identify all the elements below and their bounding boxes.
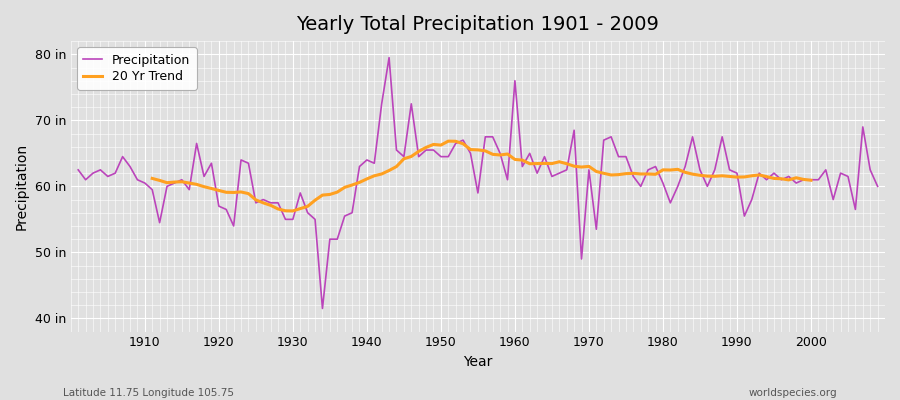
20 Yr Trend [791, 175, 802, 180]
Precipitation [346, 210, 357, 215]
20 Yr Trend [443, 139, 454, 144]
20 Yr Trend [236, 190, 247, 194]
Title: Yearly Total Precipitation 1901 - 2009: Yearly Total Precipitation 1901 - 2009 [296, 15, 660, 34]
20 Yr Trend [287, 208, 298, 213]
20 Yr Trend [724, 174, 735, 179]
Precipitation [872, 184, 883, 189]
Precipitation [517, 164, 527, 169]
Line: 20 Yr Trend: 20 Yr Trend [152, 141, 811, 211]
20 Yr Trend [620, 171, 631, 176]
Line: Precipitation: Precipitation [78, 58, 878, 308]
Precipitation [295, 190, 306, 195]
X-axis label: Year: Year [464, 355, 492, 369]
Precipitation [613, 154, 624, 159]
Y-axis label: Precipitation: Precipitation [15, 143, 29, 230]
20 Yr Trend [806, 178, 816, 183]
20 Yr Trend [147, 176, 158, 181]
Precipitation [317, 306, 328, 311]
Text: Latitude 11.75 Longitude 105.75: Latitude 11.75 Longitude 105.75 [63, 388, 234, 398]
Precipitation [132, 177, 143, 182]
Precipitation [73, 168, 84, 172]
20 Yr Trend [709, 174, 720, 179]
Precipitation [525, 151, 535, 156]
20 Yr Trend [354, 180, 364, 185]
Text: worldspecies.org: worldspecies.org [749, 388, 837, 398]
Legend: Precipitation, 20 Yr Trend: Precipitation, 20 Yr Trend [77, 47, 196, 90]
Precipitation [383, 55, 394, 60]
